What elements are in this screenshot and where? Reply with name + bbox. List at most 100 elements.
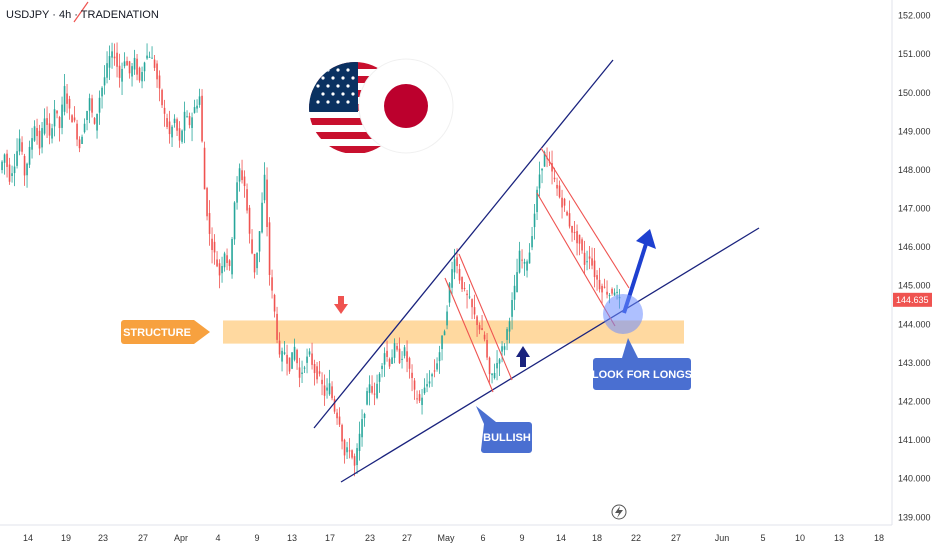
candle-body — [448, 283, 451, 303]
structure-zone — [223, 320, 684, 344]
candle-body — [443, 331, 446, 336]
candle-body — [366, 391, 368, 405]
candle-body — [46, 118, 48, 125]
candle-body — [608, 294, 611, 297]
candle-body — [288, 357, 291, 372]
candle-body — [11, 173, 13, 177]
candle-body — [96, 113, 98, 131]
candle-body — [463, 287, 466, 290]
candle-body — [223, 253, 226, 268]
candle-body — [218, 263, 221, 276]
candle-body — [8, 164, 11, 182]
candle-body — [373, 393, 376, 395]
pen-mark-icon — [73, 1, 89, 23]
candle-body — [71, 115, 73, 123]
candle-body — [78, 139, 81, 149]
correction-2-lower — [536, 192, 616, 327]
look-for-longs-callout: LOOK FOR LONGS — [592, 338, 692, 390]
candle-body — [48, 123, 51, 136]
down-arrow-icon — [334, 296, 348, 314]
y-axis: 139.000 140.000 141.000 142.000 143.000 144.0… — [898, 11, 931, 523]
x-tick-label: 17 — [325, 533, 335, 543]
candle-body — [18, 138, 21, 152]
candle-body — [278, 340, 281, 355]
candle-body — [581, 239, 583, 251]
candle-body — [6, 153, 8, 167]
candle-body — [176, 119, 178, 131]
candle-body — [286, 354, 288, 364]
candle-body — [306, 356, 308, 363]
candle-body — [133, 57, 136, 70]
candle-body — [561, 197, 563, 208]
candle-body — [533, 213, 536, 228]
candle-body — [151, 57, 153, 59]
candle-body — [143, 62, 146, 72]
y-tick-label: 146.000 — [898, 242, 931, 252]
y-tick-label: 152.000 — [898, 11, 931, 21]
candle-body — [213, 241, 216, 253]
candle-body — [38, 130, 41, 149]
candle-body — [191, 117, 193, 128]
candle-body — [291, 352, 293, 369]
candle-body — [216, 259, 218, 267]
candle-body — [293, 346, 296, 360]
candle-body — [311, 353, 313, 365]
candle-body — [21, 142, 23, 152]
candle-body — [178, 128, 181, 141]
candle-body — [588, 256, 591, 259]
candle-body — [113, 56, 116, 59]
candle-body — [116, 52, 118, 67]
candle-body — [263, 174, 266, 201]
candle-body — [473, 307, 476, 315]
candle-body — [23, 155, 26, 176]
candle-body — [206, 188, 208, 217]
candle-body — [238, 168, 241, 182]
candle-body — [183, 111, 186, 131]
candle-body — [3, 154, 6, 163]
candle-body — [156, 63, 158, 80]
bullish-label: BULLISH — [483, 432, 531, 444]
candle-body — [451, 269, 453, 288]
candle-body — [136, 58, 138, 75]
candle-body — [578, 234, 581, 244]
x-tick-label: 22 — [631, 533, 641, 543]
candle-body — [496, 362, 498, 369]
candle-body — [556, 184, 558, 189]
candle-body — [353, 456, 356, 466]
candle-body — [393, 343, 396, 358]
candle-body — [516, 272, 518, 293]
candle-body — [76, 123, 78, 140]
y-tick-label: 142.000 — [898, 397, 931, 407]
up-arrow-icon — [516, 346, 530, 367]
candle-body — [336, 412, 338, 419]
candle-body — [498, 359, 501, 364]
target-zone-circle — [603, 294, 643, 334]
candle-body — [43, 118, 46, 134]
candle-body — [36, 128, 38, 137]
y-tick-label: 139.000 — [898, 512, 931, 522]
candle-body — [381, 365, 383, 369]
candle-body — [466, 293, 468, 296]
y-tick-label: 147.000 — [898, 204, 931, 214]
candle-body — [433, 370, 436, 372]
candle-body — [308, 351, 311, 355]
candle-body — [271, 277, 273, 291]
candle-body — [243, 176, 246, 187]
candle-body — [428, 381, 431, 384]
x-tick-label: 9 — [519, 533, 524, 543]
candle-body — [481, 328, 483, 331]
candle-body — [173, 118, 176, 124]
x-tick-label: 14 — [556, 533, 566, 543]
candle-body — [423, 387, 426, 394]
candle-body — [296, 349, 298, 364]
candle-body — [283, 352, 286, 354]
candle-body — [198, 96, 201, 105]
candle-body — [31, 138, 33, 150]
x-axis: 14 19 23 27 Apr 4 9 13 17 23 27 May 6 9 14 18 22 27 Jun 5 10… — [23, 533, 884, 543]
candle-body — [138, 67, 141, 81]
candle-body — [101, 87, 103, 97]
candle-body — [128, 61, 131, 74]
x-tick-label: 23 — [98, 533, 108, 543]
